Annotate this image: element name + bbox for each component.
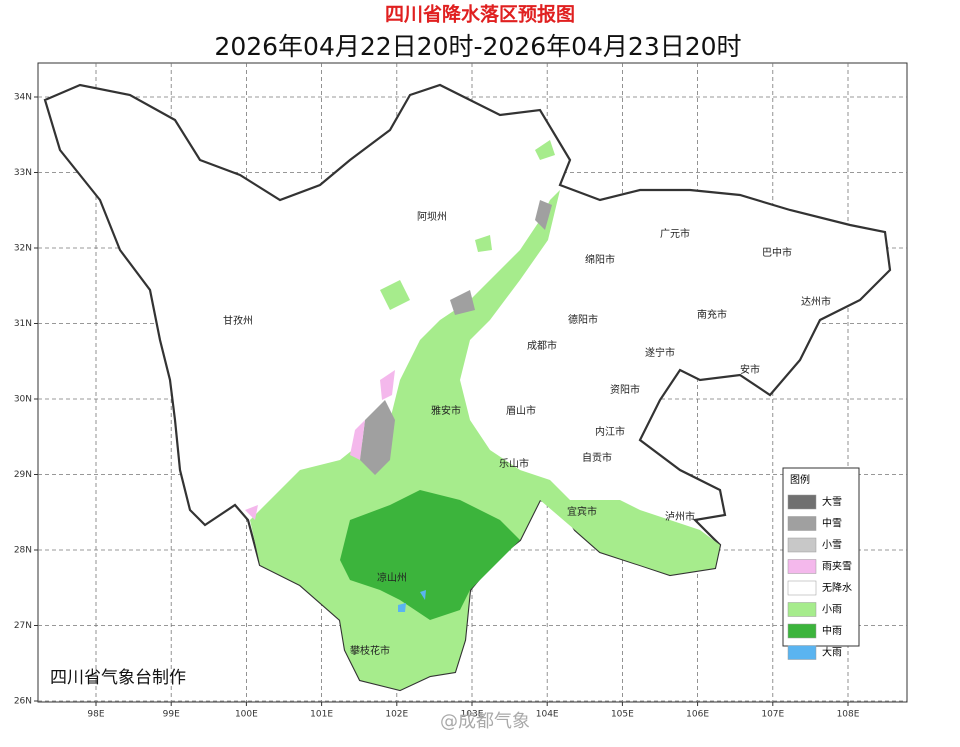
city-label: 绵阳市: [585, 253, 615, 266]
legend-label: 小雨: [822, 604, 842, 616]
y-tick-label: 26N: [14, 697, 32, 707]
y-tick-label: 31N: [14, 319, 32, 329]
y-tick-label: 33N: [14, 168, 32, 178]
legend-swatch: [787, 623, 817, 639]
y-tick-label: 28N: [14, 546, 32, 556]
legend-title: 图例: [790, 473, 810, 486]
legend-swatch: [787, 537, 817, 553]
city-label: 成都市: [527, 339, 557, 352]
city-label: 泸州市: [665, 510, 695, 523]
city-label: 甘孜州: [223, 314, 253, 327]
legend-label: 中雨: [822, 624, 842, 637]
subtitle: 2026年04月22日20时-2026年04月23日20时: [214, 32, 741, 61]
credit: 四川省气象台制作: [50, 668, 186, 688]
y-tick-label: 30N: [14, 395, 32, 405]
x-tick-label: 99E: [163, 710, 180, 720]
city-label: 遂宁市: [645, 346, 675, 359]
legend-swatch: [787, 602, 817, 617]
legend-label: 大雪: [822, 495, 842, 508]
x-tick-label: 100E: [235, 710, 258, 720]
city-label: 雅安市: [431, 404, 461, 417]
city-label: 宜宾市: [567, 505, 597, 518]
legend-label: 无降水: [822, 581, 852, 594]
x-tick-label: 104E: [536, 710, 559, 720]
y-tick-label: 32N: [14, 244, 32, 254]
city-label: 安市: [740, 363, 760, 376]
title: 四川省降水落区预报图: [385, 3, 575, 26]
rain-areas: [245, 140, 720, 690]
legend-box: [782, 467, 860, 647]
city-label: 自贡市: [582, 451, 612, 464]
x-tick-label: 107E: [761, 710, 784, 720]
y-tick-label: 29N: [14, 470, 32, 480]
city-label: 德阳市: [568, 313, 598, 326]
x-tick-label: 103E: [461, 710, 484, 720]
x-tick-label: 102E: [385, 710, 408, 720]
legend-swatch: [787, 516, 817, 531]
x-tick-label: 101E: [310, 710, 333, 720]
x-tick-label: 105E: [611, 710, 634, 720]
city-label: 广元市: [660, 227, 690, 240]
city-label: 达州市: [801, 295, 831, 308]
city-label: 巴中市: [762, 246, 792, 259]
city-label: 凉山州: [377, 571, 407, 584]
legend-swatch: [787, 580, 817, 596]
y-tick-label: 27N: [14, 621, 32, 631]
legend-swatch: [787, 645, 817, 660]
legend-label: 小雪: [822, 539, 842, 551]
watermark: @成都气象: [440, 711, 530, 732]
x-tick-label: 106E: [686, 710, 709, 720]
city-label: 资阳市: [610, 383, 640, 396]
city-label: 南充市: [697, 308, 727, 321]
legend-swatch: [787, 494, 817, 510]
legend-swatch: [787, 559, 817, 574]
city-label: 阿坝州: [417, 211, 447, 223]
y-tick-label: 34N: [14, 93, 32, 103]
legend-label: 雨夹雪: [822, 560, 852, 573]
legend-label: 中雪: [822, 517, 842, 530]
legend-label: 大雨: [822, 646, 842, 659]
x-tick-label: 108E: [837, 710, 860, 720]
city-label: 内江市: [595, 425, 625, 438]
x-tick-label: 98E: [87, 710, 104, 720]
city-label: 眉山市: [506, 404, 536, 417]
city-label: 攀枝花市: [350, 644, 390, 657]
city-label: 乐山市: [499, 457, 529, 470]
